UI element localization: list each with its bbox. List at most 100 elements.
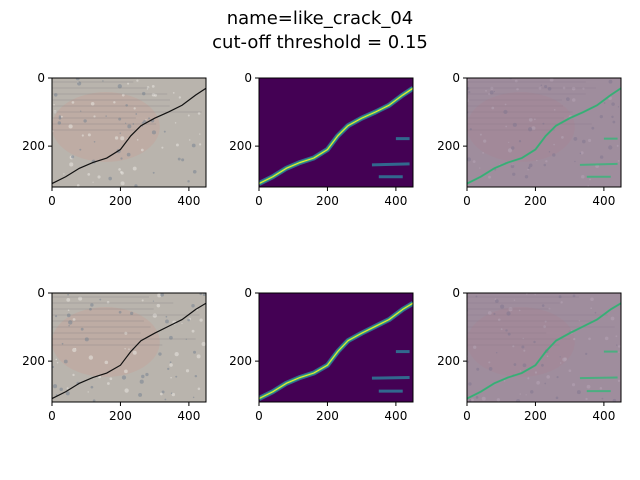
- y-tick-label: 200: [22, 139, 45, 153]
- x-tick-label: 400: [177, 409, 200, 423]
- panel-row1-col2: 0 200 400 0 200: [229, 71, 414, 208]
- figure-subtitle: cut-off threshold = 0.15: [212, 32, 428, 53]
- photo-speck: [55, 315, 58, 318]
- y-tick-label: 200: [437, 354, 460, 368]
- photo-speck: [152, 171, 155, 174]
- photo-speck: [171, 392, 176, 397]
- photo-speck: [125, 122, 127, 124]
- photo-speck: [107, 382, 110, 385]
- photo-speck: [159, 392, 163, 396]
- photo-speck: [65, 391, 70, 396]
- x-tick-label: 400: [384, 194, 407, 208]
- y-tick-label: 200: [229, 354, 252, 368]
- photo-speck: [120, 136, 125, 141]
- photo-speck: [193, 350, 197, 354]
- y-tick-label: 0: [452, 71, 460, 85]
- photo-speck: [142, 91, 146, 96]
- photo-speck: [187, 180, 190, 183]
- x-tick-label: 200: [109, 409, 132, 423]
- photo-speck: [72, 318, 76, 321]
- photo-speck: [151, 84, 155, 88]
- photo-speck: [161, 146, 164, 149]
- photo-speck: [170, 392, 173, 394]
- photo-speck: [127, 124, 132, 129]
- photo-speck: [151, 130, 156, 135]
- photo-speck: [72, 347, 77, 353]
- mask-spot: [371, 375, 410, 380]
- panel-image: [52, 293, 206, 402]
- photo-speck: [181, 158, 185, 162]
- photo-speck: [66, 297, 71, 302]
- photo-speck: [135, 113, 138, 115]
- photo-speck: [169, 361, 172, 364]
- y-tick-label: 200: [22, 354, 45, 368]
- photo-speck: [68, 124, 73, 129]
- photo-speck: [188, 139, 191, 141]
- photo-speck: [169, 335, 173, 340]
- photo-speck: [120, 157, 123, 160]
- photo-speck: [175, 375, 178, 378]
- photo-speck: [78, 296, 83, 301]
- panel-row2-col2: 0 200 400 0 200: [229, 286, 414, 423]
- x-tick-label: 400: [592, 194, 615, 208]
- photo-speck: [128, 348, 130, 350]
- panel-image: [259, 78, 413, 187]
- photo-speck: [118, 117, 122, 121]
- x-tick-label: 0: [255, 194, 263, 208]
- photo-speck: [151, 93, 156, 97]
- y-tick-label: 0: [244, 286, 252, 300]
- crack-overlay: [467, 87, 621, 185]
- photo-speck: [69, 162, 74, 167]
- photo-speck: [163, 130, 166, 133]
- photo-speck: [152, 300, 155, 302]
- photo-speck: [202, 293, 206, 297]
- photo-speck: [56, 361, 59, 364]
- photo-speck: [109, 377, 113, 381]
- photo-speck: [156, 303, 161, 308]
- photo-speck: [145, 372, 149, 377]
- photo-speck: [132, 350, 137, 355]
- panel-row2-col1: 0 200 400 0 200: [22, 286, 207, 423]
- x-tick-label: 200: [524, 409, 547, 423]
- y-tick-label: 0: [37, 286, 45, 300]
- y-tick-label: 200: [229, 139, 252, 153]
- x-tick-label: 0: [463, 409, 471, 423]
- photo-speck: [75, 78, 80, 81]
- photo-speck: [118, 168, 121, 171]
- photo-speck: [61, 342, 64, 345]
- photo-speck: [175, 143, 179, 147]
- photo-speck: [199, 293, 202, 296]
- photo-stain: [52, 307, 160, 377]
- photo-speck: [90, 385, 94, 389]
- photo-speck: [127, 82, 130, 85]
- axes-frame: [258, 77, 414, 188]
- photo-speck: [126, 152, 131, 157]
- photo-speck: [141, 374, 145, 379]
- photo-speck: [71, 101, 75, 104]
- photo-speck: [92, 399, 96, 402]
- photo-speck: [178, 96, 182, 99]
- photo-speck: [90, 303, 94, 307]
- photo-speck: [63, 173, 65, 175]
- photo-speck: [99, 298, 102, 301]
- photo-speck: [160, 293, 164, 297]
- photo-speck: [198, 143, 202, 146]
- photo-speck: [114, 136, 119, 140]
- photo-speck: [87, 133, 91, 137]
- photo-speck: [130, 311, 134, 316]
- overlay-spot: [579, 376, 618, 380]
- photo-speck: [55, 358, 58, 361]
- photo-speck: [164, 398, 167, 401]
- photo-speck: [152, 313, 157, 318]
- photo-speck: [134, 184, 138, 187]
- panel-row1-col1: 0 200 400 0 200: [22, 71, 207, 208]
- photo-speck: [124, 348, 126, 350]
- photo-speck: [191, 143, 196, 148]
- photo-speck: [148, 117, 151, 120]
- photo-speck: [119, 170, 123, 174]
- photo-speck: [201, 341, 206, 347]
- photo-speck: [169, 363, 173, 367]
- mask-spot: [371, 162, 410, 167]
- photo-speck: [124, 388, 129, 393]
- photo-speck: [53, 103, 55, 106]
